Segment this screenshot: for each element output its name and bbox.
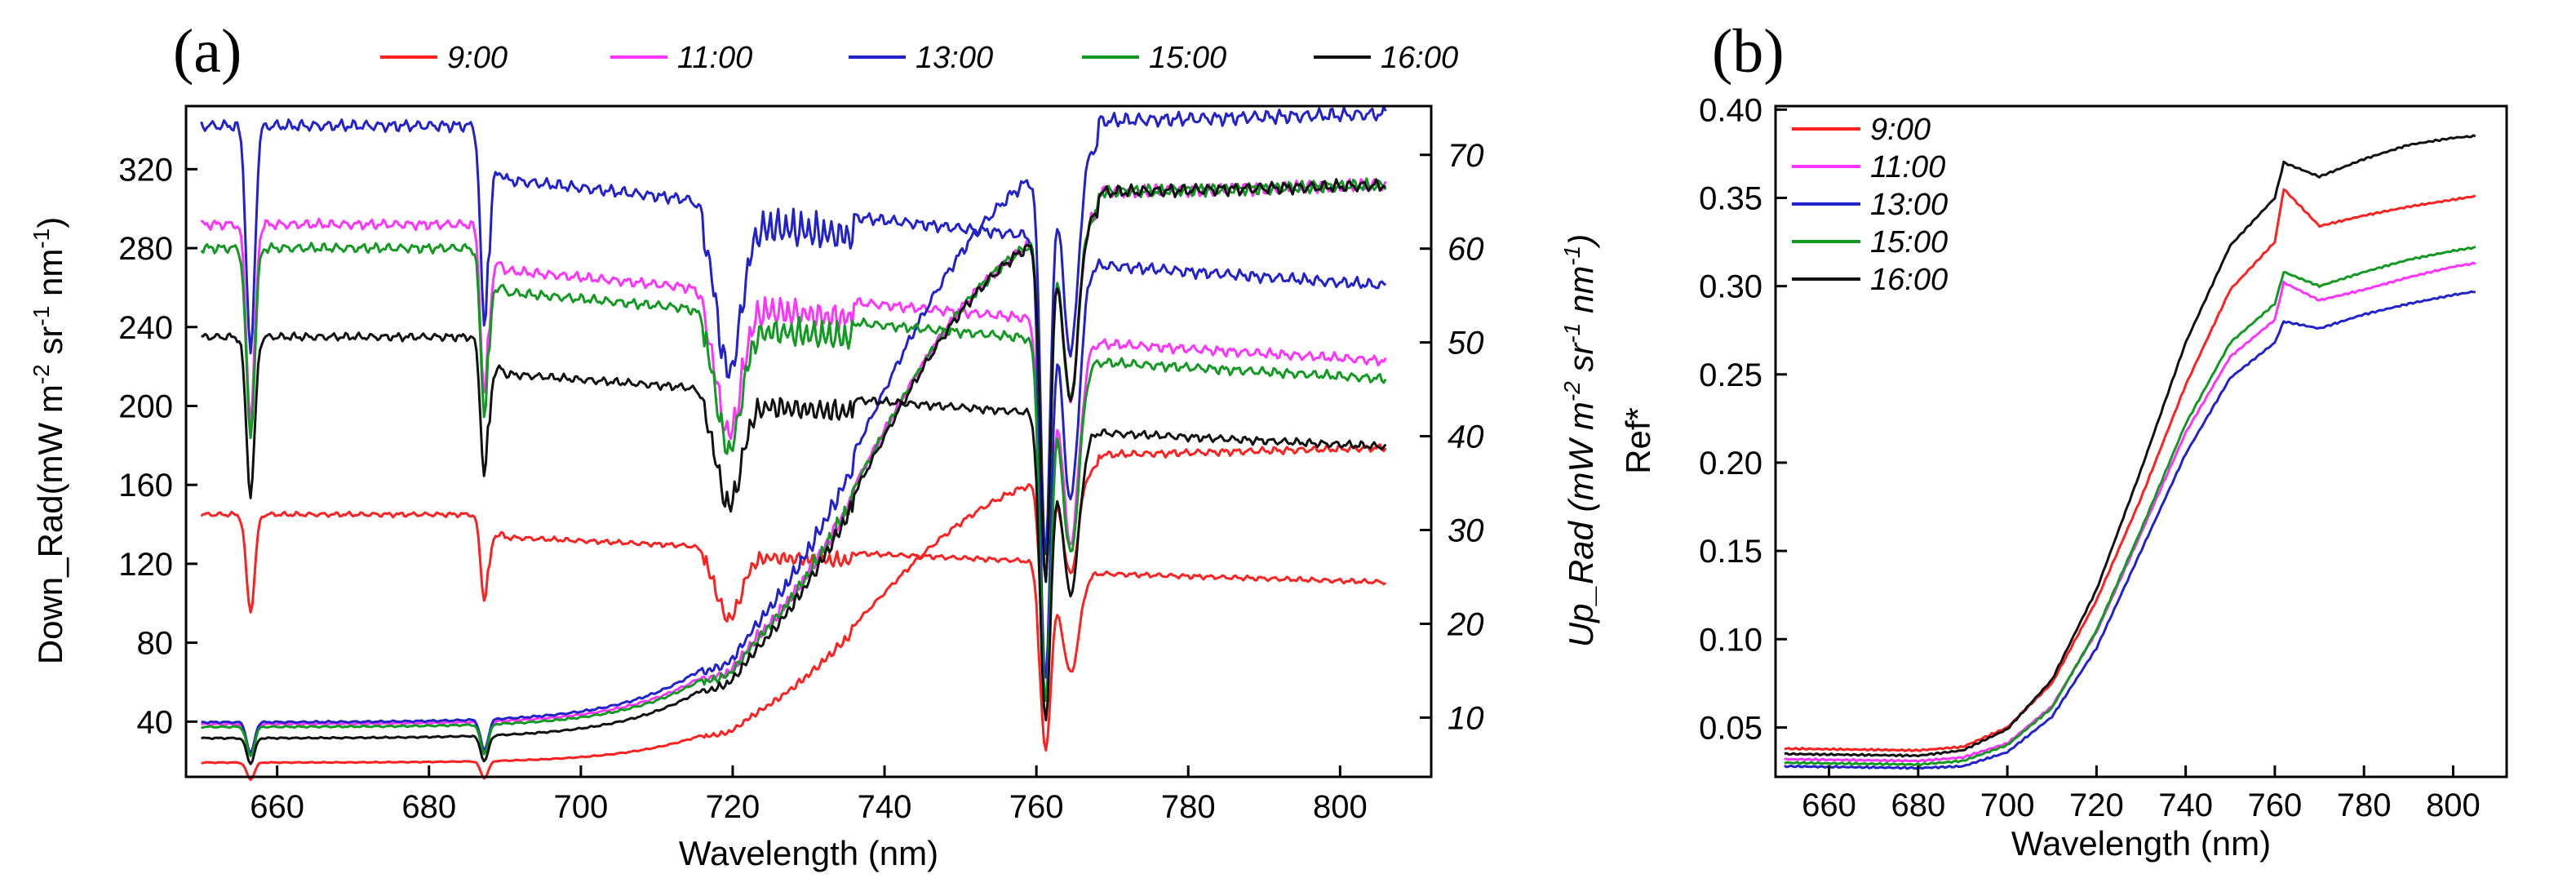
panel-a-y2-ticks: 10 20 30 40 50 60 70 — [1420, 138, 1484, 736]
panel-b-label: (b) — [1712, 17, 1785, 86]
panel-b-x-axis-title: Wavelength (nm) — [2011, 824, 2271, 863]
down-rad-line-1100 — [200, 217, 1387, 702]
up-rad-line-900 — [201, 443, 1387, 781]
x-tick-label: 740 — [2158, 787, 2213, 823]
up-rad-line-1500 — [201, 177, 1387, 758]
down-rad-line-1600 — [201, 331, 1387, 722]
panel-b-series — [1784, 134, 2476, 770]
ref-line-1100 — [1784, 261, 2476, 763]
panel-b-y-axis-title: Ref* — [1619, 407, 1657, 474]
y2-tick-label: 60 — [1448, 232, 1484, 268]
legend-label: 11:00 — [677, 41, 752, 75]
up-rad-line-1100 — [201, 178, 1387, 756]
legend-a: 9:00 11:00 13:00 15:00 16:00 — [380, 41, 1458, 75]
y-tick-label: 0.25 — [1699, 357, 1762, 393]
legend-label: 9:00 — [1870, 113, 1931, 147]
y-tick-label: 240 — [118, 310, 173, 346]
up-rad-line-1600 — [201, 178, 1387, 765]
x-tick-label: 800 — [1313, 789, 1368, 825]
x-tick-label: 700 — [553, 789, 608, 825]
y-tick-label: 40 — [137, 704, 174, 740]
y2-tick-label: 40 — [1448, 419, 1484, 455]
panel-a-y2-axis-title: Up_Rad (mW m-2 sr-1 nm-1) — [1559, 234, 1600, 647]
legend-label: 15:00 — [1870, 225, 1948, 259]
panel-a: (a) 9:00 11:00 13:00 15:00 16:00 660 680 700 72… — [29, 17, 1600, 872]
y-tick-label: 200 — [118, 388, 173, 424]
legend-label: 16:00 — [1870, 263, 1948, 297]
up-rad-line-1300 — [201, 104, 1387, 755]
x-tick-label: 660 — [1802, 787, 1856, 823]
panel-a-frame — [184, 104, 1433, 778]
legend-label: 9:00 — [447, 41, 508, 75]
y-tick-label: 0.35 — [1699, 180, 1762, 216]
legend-label: 16:00 — [1381, 41, 1458, 75]
y-tick-label: 120 — [118, 547, 173, 583]
panel-b-y-ticks: 0.05 0.10 0.15 0.20 0.25 0.30 0.35 0.40 — [1699, 92, 1787, 746]
panel-a-x-axis-title: Wavelength (nm) — [679, 834, 938, 872]
legend-label: 13:00 — [916, 41, 993, 75]
panel-a-y-axis-title: Down_Rad(mW m-2 sr-1 nm-1) — [29, 217, 69, 664]
y-tick-label: 320 — [118, 152, 173, 188]
x-tick-label: 680 — [1891, 787, 1945, 823]
x-tick-label: 680 — [401, 789, 456, 825]
x-tick-label: 800 — [2426, 787, 2481, 823]
ref-line-900 — [1784, 188, 2476, 752]
y-tick-label: 80 — [137, 626, 174, 662]
panel-a-y-ticks: 40 80 120 160 200 240 280 320 — [118, 152, 197, 740]
down-rad-line-1500 — [200, 242, 1387, 703]
legend-label: 15:00 — [1149, 41, 1226, 75]
y2-tick-label: 30 — [1448, 512, 1484, 548]
x-tick-label: 780 — [2337, 787, 2392, 823]
panel-a-series — [200, 104, 1387, 781]
y-tick-label: 0.30 — [1699, 269, 1762, 305]
x-tick-label: 660 — [250, 789, 304, 825]
y-tick-label: 0.15 — [1699, 534, 1762, 570]
y-tick-label: 0.40 — [1699, 92, 1762, 128]
ref-line-1600 — [1784, 134, 2476, 758]
ref-line-1300 — [1784, 290, 2476, 770]
x-tick-label: 760 — [2248, 787, 2303, 823]
y-tick-label: 0.10 — [1699, 622, 1762, 658]
y2-tick-label: 70 — [1448, 138, 1484, 174]
y-tick-label: 280 — [118, 231, 173, 267]
x-tick-label: 740 — [858, 789, 912, 825]
y2-tick-label: 10 — [1448, 700, 1484, 736]
ref-line-1500 — [1784, 245, 2476, 767]
y2-tick-label: 50 — [1448, 326, 1484, 362]
y-tick-label: 160 — [118, 468, 173, 503]
y2-tick-label: 20 — [1447, 606, 1484, 642]
x-tick-label: 760 — [1009, 789, 1064, 825]
x-tick-label: 780 — [1161, 789, 1216, 825]
panel-b-frame — [1774, 104, 2508, 778]
panel-a-x-ticks: 660 680 700 720 740 760 780 800 — [250, 765, 1368, 825]
legend-label: 13:00 — [1870, 188, 1948, 222]
panel-b-x-ticks: 660 680 700 720 740 760 780 800 — [1802, 765, 2481, 823]
legend-label: 11:00 — [1870, 150, 1945, 184]
panel-a-label: (a) — [173, 17, 242, 86]
x-tick-label: 700 — [1980, 787, 2035, 823]
y-tick-label: 0.20 — [1699, 446, 1762, 481]
down-rad-line-1300 — [200, 118, 1387, 679]
y-tick-label: 0.05 — [1699, 710, 1762, 746]
down-rad-line-900 — [200, 510, 1386, 752]
x-tick-label: 720 — [706, 789, 760, 825]
x-tick-label: 720 — [2069, 787, 2124, 823]
